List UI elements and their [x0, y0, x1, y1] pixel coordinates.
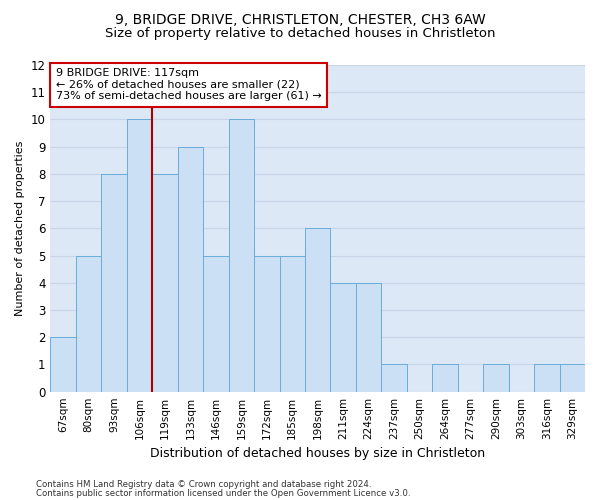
Bar — [432, 364, 458, 392]
Bar — [280, 256, 305, 392]
Bar — [534, 364, 560, 392]
Bar — [178, 146, 203, 392]
Bar — [331, 283, 356, 392]
Bar — [229, 120, 254, 392]
Text: Size of property relative to detached houses in Christleton: Size of property relative to detached ho… — [105, 28, 495, 40]
Bar — [356, 283, 382, 392]
Y-axis label: Number of detached properties: Number of detached properties — [15, 140, 25, 316]
Text: 9 BRIDGE DRIVE: 117sqm
← 26% of detached houses are smaller (22)
73% of semi-det: 9 BRIDGE DRIVE: 117sqm ← 26% of detached… — [56, 68, 322, 102]
Bar — [254, 256, 280, 392]
Bar — [76, 256, 101, 392]
Text: Contains public sector information licensed under the Open Government Licence v3: Contains public sector information licen… — [36, 488, 410, 498]
X-axis label: Distribution of detached houses by size in Christleton: Distribution of detached houses by size … — [150, 447, 485, 460]
Bar — [127, 120, 152, 392]
Bar — [101, 174, 127, 392]
Bar — [50, 337, 76, 392]
Bar — [152, 174, 178, 392]
Bar — [203, 256, 229, 392]
Bar — [560, 364, 585, 392]
Text: 9, BRIDGE DRIVE, CHRISTLETON, CHESTER, CH3 6AW: 9, BRIDGE DRIVE, CHRISTLETON, CHESTER, C… — [115, 12, 485, 26]
Bar — [305, 228, 331, 392]
Text: Contains HM Land Registry data © Crown copyright and database right 2024.: Contains HM Land Registry data © Crown c… — [36, 480, 371, 489]
Bar — [483, 364, 509, 392]
Bar — [382, 364, 407, 392]
